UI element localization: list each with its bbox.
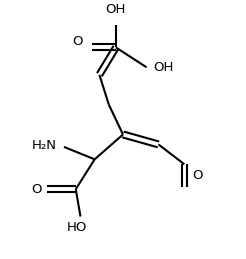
Text: HO: HO	[67, 221, 87, 234]
Text: H₂N: H₂N	[32, 139, 57, 152]
Text: OH: OH	[106, 3, 126, 16]
Text: O: O	[72, 35, 83, 48]
Text: O: O	[31, 183, 42, 196]
Text: O: O	[193, 169, 203, 182]
Text: OH: OH	[154, 61, 174, 74]
